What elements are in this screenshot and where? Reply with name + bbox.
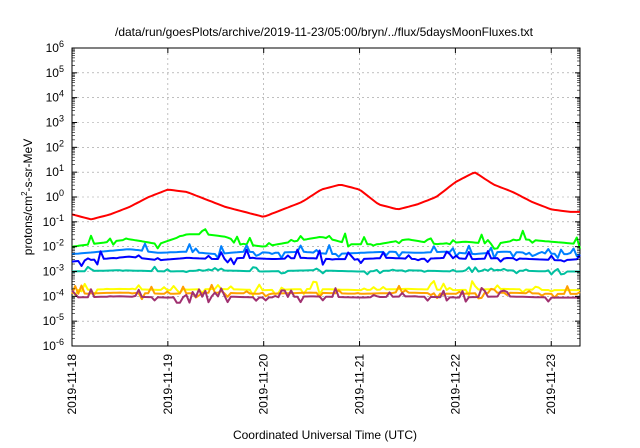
y-tick-label: 102 (46, 138, 64, 154)
y-tick-label: 10-6 (43, 337, 64, 353)
y-tick-label: 10-3 (43, 263, 64, 279)
series-line (71, 242, 581, 259)
series-line (71, 265, 580, 276)
series-line (71, 248, 581, 267)
y-tick-label: 101 (46, 163, 64, 179)
x-tick-label: 2019-11-23 (544, 354, 558, 415)
y-tick-label: 10-2 (43, 238, 64, 254)
y-tick-label: 106 (46, 39, 64, 55)
y-tick-label: 105 (46, 64, 64, 80)
x-axis: 2019-11-18 2019-11-19 2019-11-20 2019-11-21… (65, 48, 558, 415)
x-tick-label: 2019-11-21 (353, 354, 367, 415)
series-line (71, 280, 580, 297)
series-line (71, 171, 580, 221)
y-axis-label: protons/cm2-s-sr-MeV (20, 139, 35, 255)
y-tick-label: 103 (46, 114, 64, 130)
x-tick-label: 2019-11-19 (161, 354, 175, 415)
x-tick-label: 2019-11-22 (448, 354, 462, 415)
y-tick-label: 10-5 (43, 312, 64, 328)
y-tick-label: 104 (46, 89, 64, 105)
x-axis-label: Coordinated Universal Time (UTC) (233, 428, 417, 442)
series-line (71, 287, 580, 304)
x-tick-label: 2019-11-18 (65, 354, 79, 415)
x-tick-label: 2019-11-20 (257, 354, 271, 415)
y-tick-label: 10-1 (43, 213, 64, 229)
series-line (71, 283, 581, 301)
chart-title: /data/run/goesPlots/archive/2019-11-23/0… (115, 25, 534, 39)
y-tick-label: 100 (46, 188, 64, 204)
y-tick-label: 10-4 (43, 287, 64, 303)
y-axis: 10-6 10-5 10-4 10-3 10-2 10-1 100 101 102 103 104 1… (43, 39, 580, 353)
series-line (71, 228, 581, 250)
series-group (71, 171, 581, 304)
